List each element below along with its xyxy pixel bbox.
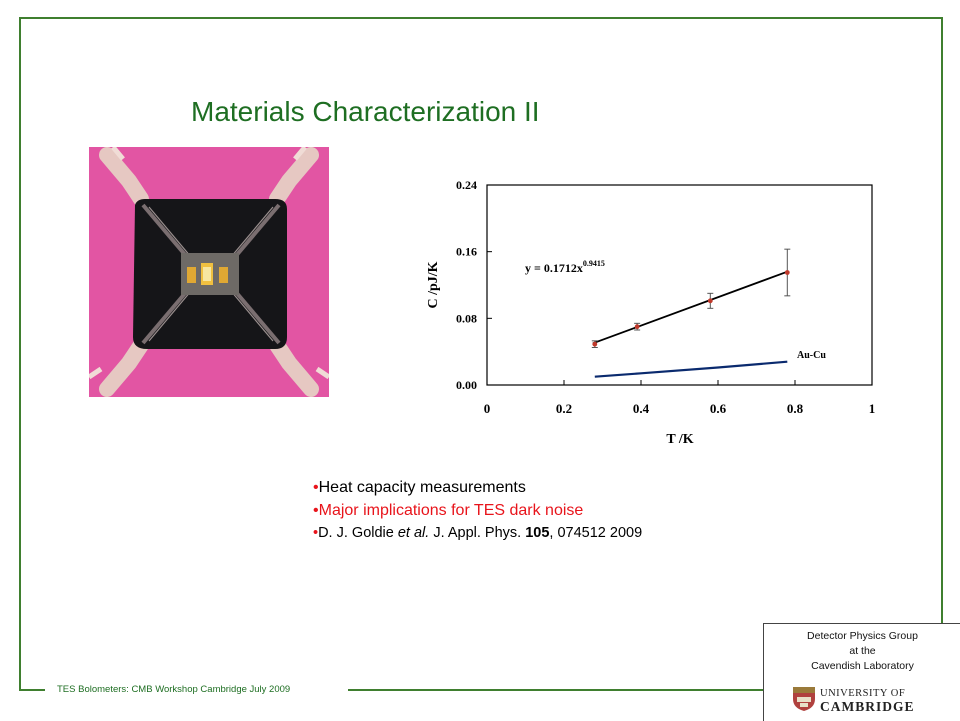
bullet-text: Heat capacity measurements [318,479,526,496]
x-tick-label: 0.6 [710,401,727,416]
slide-title: Materials Characterization II [191,96,540,127]
crest-icon [793,687,815,711]
university-logo: UNIVERSITY OF CAMBRIDGE [792,686,952,714]
x-tick-label: 1 [869,401,876,416]
fit-line [592,270,788,345]
y-tick-label: 0.00 [456,378,477,392]
ref-pages-year: , 074512 2009 [549,525,643,541]
fit-equation-base: y = 0.1712x [525,261,583,275]
x-tick-label: 0.4 [633,401,650,416]
ref-etal: et al. [397,525,430,541]
logo-text: UNIVERSITY OF CAMBRIDGE [820,687,915,713]
y-tick-label: 0.16 [456,245,477,259]
x-tick-label: 0.8 [787,401,804,416]
x-tick-label: 0.2 [556,401,572,416]
bullet-marker: • [313,525,319,541]
lab-line-1: Detector Physics Group [807,630,918,642]
frame-bottom-right [348,689,763,691]
lab-text: Detector Physics Group at the Cavendish … [764,629,960,674]
support-legs [141,203,281,345]
y-tick-label: 0.24 [456,178,477,192]
frame-left [19,17,21,689]
slide-footer: TES Bolometers: CMB Workshop Cambridge J… [57,684,291,695]
data-point [592,341,598,347]
fit-equation-exponent: 0.9415 [583,259,605,268]
plot-area [486,184,873,386]
lead-pads [99,147,319,397]
logo-line-1: UNIVERSITY OF [820,688,906,699]
frame-right [941,17,943,623]
bullet-item-reference: •D. J. Goldie et al. J. Appl. Phys. 105,… [313,522,913,545]
ref-volume: 105 [525,525,550,541]
x-tick-label: 0 [484,401,491,416]
bullet-text: Major implications for TES dark noise [318,502,584,519]
x-axis-label: T /K [666,432,693,447]
lab-box: Detector Physics Group at the Cavendish … [763,623,960,721]
frame-top [19,17,943,19]
ref-authors: D. J. Goldie [318,525,398,541]
absorber-right [219,267,228,283]
frame-bottom-left [19,689,45,691]
logo-line-2: CAMBRIDGE [820,699,915,714]
ref-journal: J. Appl. Phys. [429,525,526,541]
bullet-marker: • [313,479,319,496]
fit-equation: y = 0.1712x0.9415 [525,259,605,275]
y-tick-label: 0.08 [456,311,477,325]
bullet-marker: • [313,502,319,519]
series-line-au-cu [594,360,788,378]
y-axis-label: C /pJ/K [426,261,441,308]
bullet-item: •Heat capacity measurements [313,476,913,499]
lab-line-3: Cavendish Laboratory [811,660,914,672]
tes-device-micrograph [89,147,329,397]
heat-capacity-chart: 0.000.080.160.24 0 0.2 0.4 0.6 0.8 1 C /pJ/K … [426,178,876,447]
bullet-item: •Major implications for TES dark noise [313,499,913,522]
data-point [784,270,790,275]
lab-line-2: at the [849,645,876,657]
absorber-left [187,267,196,283]
data-point [707,298,713,304]
bullet-list: •Heat capacity measurements •Major impli… [313,476,913,545]
data-point [634,324,640,330]
series-label-au-cu: Au-Cu [797,350,826,361]
